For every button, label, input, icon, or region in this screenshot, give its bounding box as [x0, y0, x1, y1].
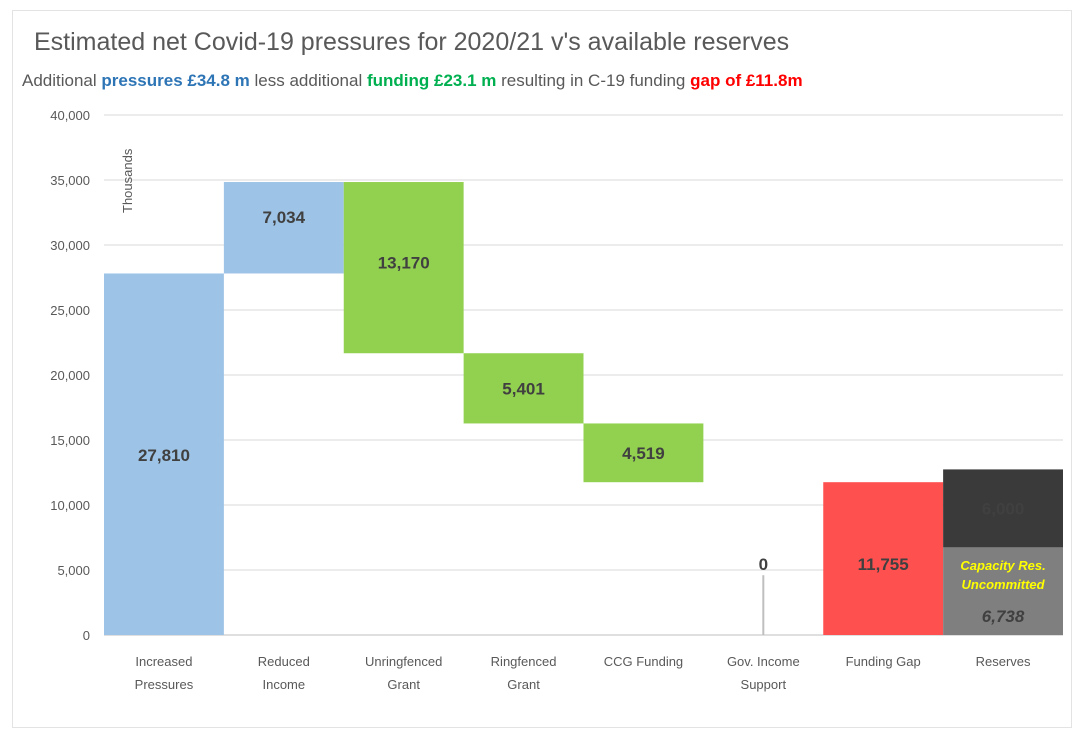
data-label-3: 5,401 [502, 379, 545, 398]
x-category-label: Income [262, 677, 305, 692]
y-axis-label: Thousands [120, 148, 135, 213]
data-label-6: 11,755 [858, 555, 909, 574]
x-category-label: Reduced [258, 654, 310, 669]
data-label-2: 13,170 [378, 253, 430, 272]
x-category-label: Funding Gap [846, 654, 921, 669]
subtitle-text-2: less additional [249, 71, 367, 90]
data-label-0: 27,810 [138, 446, 190, 465]
subtitle-text-3: resulting in C-19 funding [496, 71, 691, 90]
y-tick-label: 40,000 [50, 108, 90, 123]
x-category-label: Ringfenced [491, 654, 557, 669]
bar-2 [343, 182, 464, 354]
data-label-4: 4,519 [622, 444, 665, 463]
x-category-label: Pressures [135, 677, 194, 692]
y-tick-label: 30,000 [50, 238, 90, 253]
bar-0 [104, 273, 224, 635]
y-tick-label: 15,000 [50, 433, 90, 448]
bar-7 [943, 469, 1063, 548]
subtitle-pressures: pressures £34.8 m [101, 71, 250, 90]
subtitle-funding: funding £23.1 m [366, 71, 497, 90]
y-tick-label: 5,000 [57, 563, 90, 578]
bar-6 [823, 482, 944, 635]
data-label-1: 7,034 [263, 208, 306, 227]
chart-subtitle: Additional pressures £34.8 m less additi… [22, 71, 803, 91]
x-category-label: Grant [507, 677, 540, 692]
bar-8 [943, 547, 1063, 635]
x-category-label: Grant [387, 677, 420, 692]
capacity-caption-line: Capacity Res. [960, 558, 1045, 573]
x-category-label: Gov. Income [727, 654, 800, 669]
y-tick-label: 25,000 [50, 303, 90, 318]
data-label-8: 6,738 [982, 607, 1025, 626]
bar-1 [223, 182, 344, 274]
capacity-caption-line: Uncommitted [962, 577, 1046, 592]
x-category-label: CCG Funding [604, 654, 683, 669]
y-tick-label: 20,000 [50, 368, 90, 383]
x-category-label: Reserves [976, 654, 1031, 669]
x-category-label: Unringfenced [365, 654, 442, 669]
chart-title: Estimated net Covid-19 pressures for 202… [34, 28, 790, 56]
y-tick-label: 35,000 [50, 173, 90, 188]
subtitle-gap: gap of £11.8m [690, 71, 803, 90]
bar-4 [583, 423, 704, 483]
data-label-7: 6,000 [982, 499, 1025, 518]
subtitle-text-1: Additional [22, 71, 102, 90]
y-tick-label: 10,000 [50, 498, 90, 513]
bar-3 [463, 353, 584, 424]
x-category-label: Support [741, 677, 787, 692]
y-tick-label: 0 [83, 628, 90, 643]
data-label-5: 0 [759, 555, 768, 574]
x-category-label: Increased [135, 654, 192, 669]
